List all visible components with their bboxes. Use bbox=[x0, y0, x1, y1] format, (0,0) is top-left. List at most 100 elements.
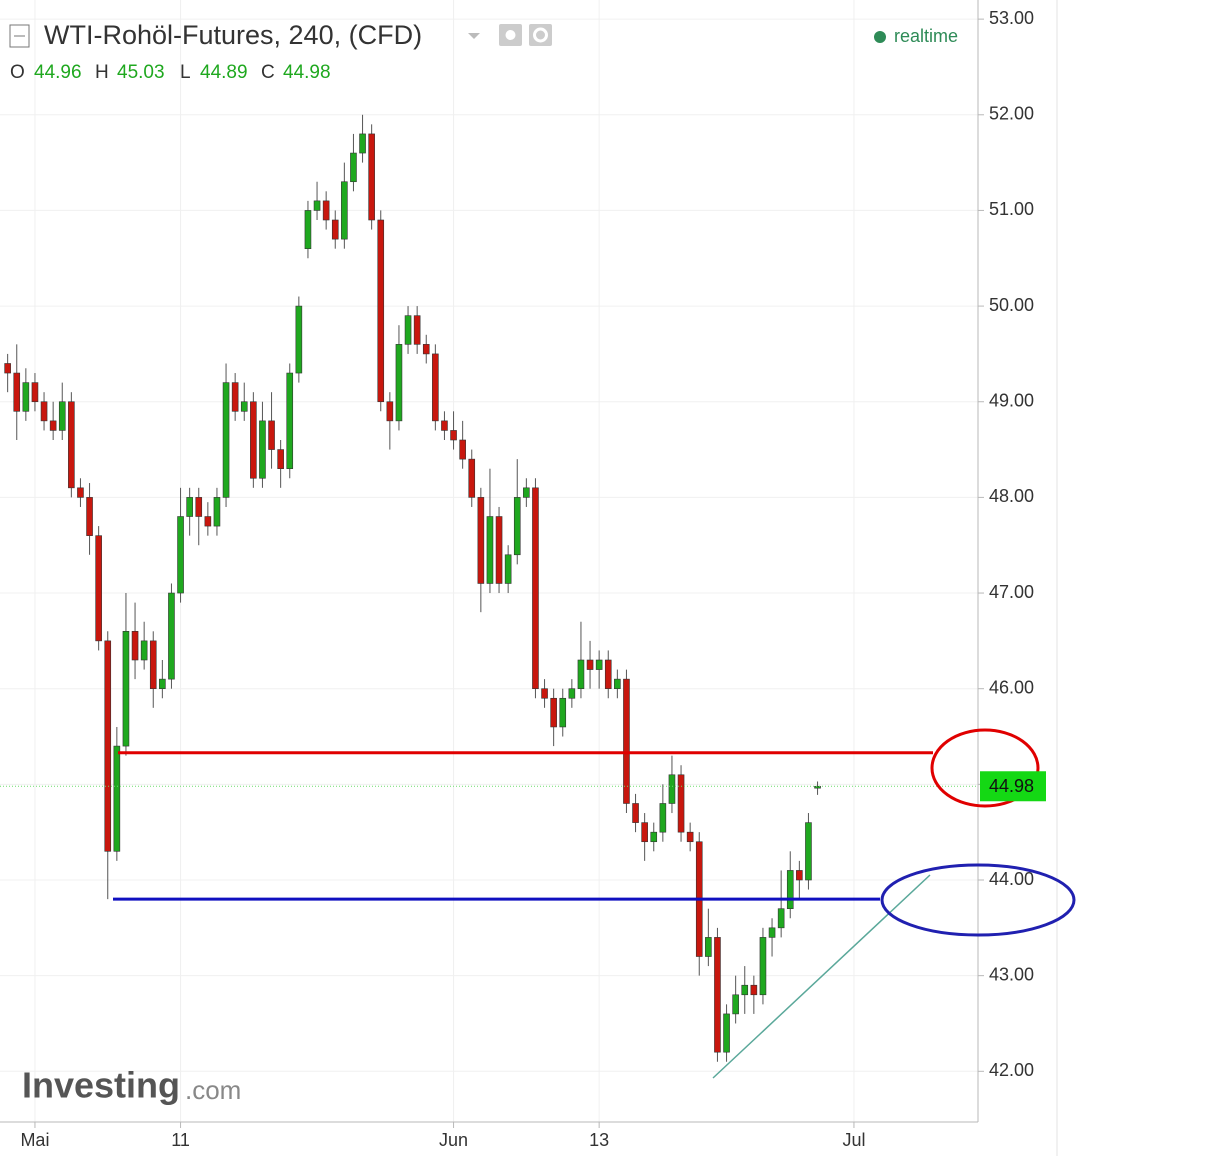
candle-body bbox=[222, 382, 230, 498]
candle-body bbox=[768, 927, 776, 938]
candle-body bbox=[168, 592, 175, 680]
chart-title: WTI-Rohöl-Futures, 240, (CFD) bbox=[44, 20, 422, 50]
candle-body bbox=[777, 908, 785, 929]
candle-body bbox=[341, 181, 348, 240]
price-tag bbox=[980, 771, 1046, 802]
candle-body bbox=[68, 401, 75, 489]
candle-body bbox=[186, 497, 193, 517]
candle-body bbox=[95, 535, 102, 642]
candle-body bbox=[714, 937, 721, 1053]
candle-body bbox=[523, 487, 530, 498]
candle-body bbox=[450, 430, 457, 441]
candle-body bbox=[814, 785, 821, 789]
x-tick-label: Jul bbox=[842, 1130, 865, 1150]
candle-body bbox=[659, 803, 667, 833]
candle-body bbox=[386, 401, 394, 422]
candle-body bbox=[686, 831, 694, 843]
candle-body bbox=[504, 554, 512, 584]
candle-body bbox=[604, 659, 612, 689]
candle-body bbox=[541, 688, 548, 699]
candle-body bbox=[741, 984, 749, 996]
candle-body bbox=[322, 200, 330, 221]
candle-body bbox=[113, 745, 121, 852]
background bbox=[0, 0, 1057, 1156]
candle-body bbox=[140, 640, 148, 661]
candle-body bbox=[13, 372, 21, 412]
candle-body bbox=[304, 210, 312, 249]
candle-body bbox=[359, 133, 366, 154]
candle-body bbox=[513, 497, 521, 556]
candle-body bbox=[204, 516, 212, 527]
candle-body bbox=[559, 697, 567, 728]
candle-body bbox=[568, 688, 576, 699]
candle-body bbox=[131, 631, 139, 661]
candle-body bbox=[677, 774, 685, 833]
candle-body bbox=[295, 305, 303, 374]
x-tick-label: Jun bbox=[439, 1130, 468, 1150]
watermark: .com bbox=[185, 1075, 241, 1105]
trend-line bbox=[712, 874, 931, 1079]
settings-icon[interactable] bbox=[529, 24, 552, 46]
ohlc-value: 45.03 bbox=[117, 62, 165, 83]
watermark: Investing bbox=[22, 1065, 180, 1106]
ohlc-value: 44.89 bbox=[200, 62, 248, 83]
y-tick-label: 47.00 bbox=[989, 582, 1034, 602]
y-tick-label: 44.00 bbox=[989, 869, 1034, 889]
y-tick-label: 42.00 bbox=[989, 1060, 1034, 1080]
candle-body bbox=[277, 449, 284, 469]
candle-body bbox=[22, 382, 30, 412]
candle-body bbox=[4, 363, 11, 374]
candle-body bbox=[350, 152, 357, 183]
y-tick-label: 48.00 bbox=[989, 486, 1034, 506]
candle-body bbox=[650, 831, 658, 843]
candle-body bbox=[723, 1013, 730, 1053]
candle-body bbox=[477, 497, 485, 584]
candle-body bbox=[805, 822, 812, 881]
candle-body bbox=[331, 219, 339, 240]
status: realtime bbox=[894, 26, 958, 46]
candle-body bbox=[250, 401, 257, 479]
ohlc-label: C bbox=[261, 62, 275, 83]
y-tick-label: 53.00 bbox=[989, 8, 1034, 28]
candle-body bbox=[705, 937, 712, 957]
candle-body bbox=[49, 420, 57, 431]
eye-icon bbox=[505, 30, 516, 40]
candle-body bbox=[750, 984, 758, 996]
candle-body bbox=[413, 315, 421, 345]
candle-body bbox=[577, 659, 585, 689]
y-tick-label: 52.00 bbox=[989, 104, 1034, 124]
candle-body bbox=[468, 458, 476, 498]
candle-body bbox=[404, 315, 412, 345]
candle-body bbox=[395, 344, 403, 422]
candle-body bbox=[268, 420, 275, 450]
candle-body bbox=[668, 774, 676, 804]
y-tick-label: 51.00 bbox=[989, 199, 1034, 219]
candle-body bbox=[159, 678, 166, 689]
candle-body bbox=[432, 353, 439, 422]
ohlc-label: O bbox=[10, 62, 25, 83]
settings-icon bbox=[533, 27, 548, 43]
dropdown-icon[interactable] bbox=[468, 33, 480, 39]
y-tick-label: 49.00 bbox=[989, 390, 1034, 410]
candle-body bbox=[240, 401, 248, 412]
candle-body bbox=[177, 516, 184, 594]
candle-body bbox=[86, 497, 93, 536]
candle-body bbox=[213, 497, 221, 527]
candle-body bbox=[122, 631, 130, 747]
candle-body bbox=[149, 640, 157, 689]
highlight-ellipse bbox=[930, 728, 1040, 808]
candle-body bbox=[495, 516, 503, 584]
candle-body bbox=[595, 659, 603, 670]
candle-body bbox=[377, 219, 385, 403]
candle-body bbox=[286, 372, 294, 469]
candle-body bbox=[104, 640, 112, 852]
highlight-ellipse bbox=[880, 863, 1076, 937]
price-tag-label: 44.98 bbox=[989, 776, 1034, 796]
ohlc-label: L bbox=[180, 62, 191, 83]
candle-body bbox=[759, 937, 767, 996]
candle-body bbox=[368, 133, 375, 221]
candle-body bbox=[259, 420, 266, 479]
ohlc-value: 44.96 bbox=[34, 62, 82, 83]
